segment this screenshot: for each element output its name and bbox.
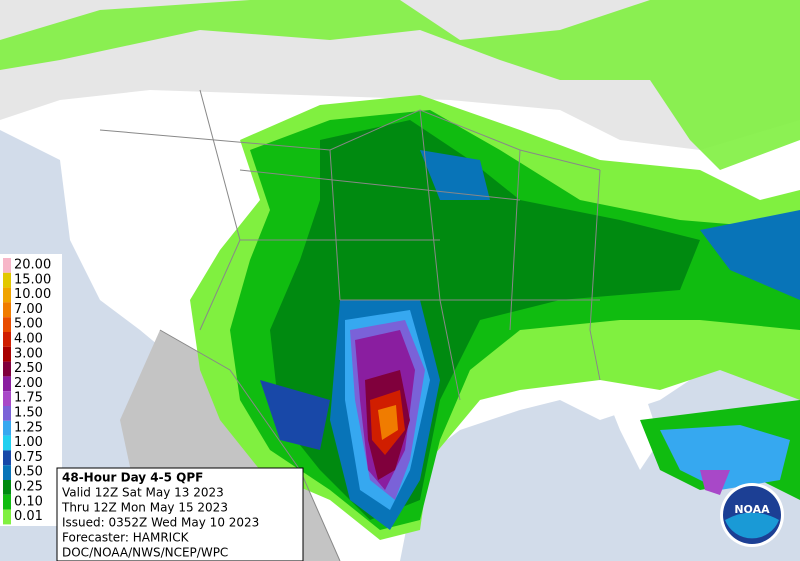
- legend-label: 20.00: [14, 258, 51, 273]
- info-title: 48-Hour Day 4-5 QPF: [62, 471, 203, 485]
- legend-label: 0.75: [14, 450, 43, 465]
- logo-wave: [725, 512, 779, 539]
- legend-label: 1.25: [14, 420, 43, 435]
- legend-swatch: [3, 480, 11, 495]
- noaa-logo: NOAA: [720, 483, 784, 547]
- legend-label: 2.50: [14, 361, 43, 376]
- legend-label: 1.75: [14, 391, 43, 406]
- boundaries: [99, 89, 601, 561]
- legend-swatch: [3, 361, 11, 377]
- legend-swatch: [3, 420, 11, 436]
- info-line: Thru 12Z Mon May 15 2023: [61, 501, 228, 515]
- legend-swatch: [3, 287, 11, 303]
- legend-label: 0.25: [14, 480, 43, 495]
- info-line: Issued: 0352Z Wed May 10 2023: [62, 516, 259, 530]
- legend-label: 0.01: [14, 509, 43, 524]
- legend-label: 5.00: [14, 317, 43, 332]
- legend-label: 0.10: [14, 494, 43, 509]
- precipitation: [0, 0, 800, 540]
- info-line: Forecaster: HAMRICK: [62, 531, 190, 545]
- info-box: [56, 467, 304, 561]
- legend-swatch: [3, 509, 11, 525]
- legend-swatch: [3, 258, 11, 273]
- legend-swatch: [3, 406, 11, 421]
- legend-label: 2.00: [14, 376, 43, 391]
- info-line: Valid 12Z Sat May 13 2023: [62, 486, 224, 500]
- legend-swatch: [3, 332, 11, 347]
- legend-swatch: [3, 272, 11, 288]
- info-line: DOC/NOAA/NWS/NCEP/WPC: [62, 546, 228, 560]
- legend-label: 7.00: [14, 302, 43, 317]
- legend-swatch: [3, 376, 11, 392]
- legend-swatch: [3, 346, 11, 362]
- legend-swatch: [3, 302, 11, 318]
- legend-label: 4.00: [14, 332, 43, 347]
- legend-label: 0.50: [14, 465, 43, 480]
- legend-swatch: [3, 317, 11, 332]
- legend-swatch: [3, 435, 11, 451]
- legend-swatch: [3, 465, 11, 480]
- legend-label: 15.00: [14, 272, 51, 287]
- legend-label: 10.00: [14, 287, 51, 302]
- legend-swatch: [3, 450, 11, 466]
- legend-swatch: [3, 391, 11, 406]
- legend-label: 3.00: [14, 346, 43, 361]
- logo-text: NOAA: [734, 503, 770, 516]
- legend: 20.0015.0010.007.005.004.003.002.502.001…: [0, 254, 62, 526]
- legend-label: 1.50: [14, 406, 43, 421]
- legend-label: 1.00: [14, 435, 43, 450]
- legend-swatch: [3, 494, 11, 510]
